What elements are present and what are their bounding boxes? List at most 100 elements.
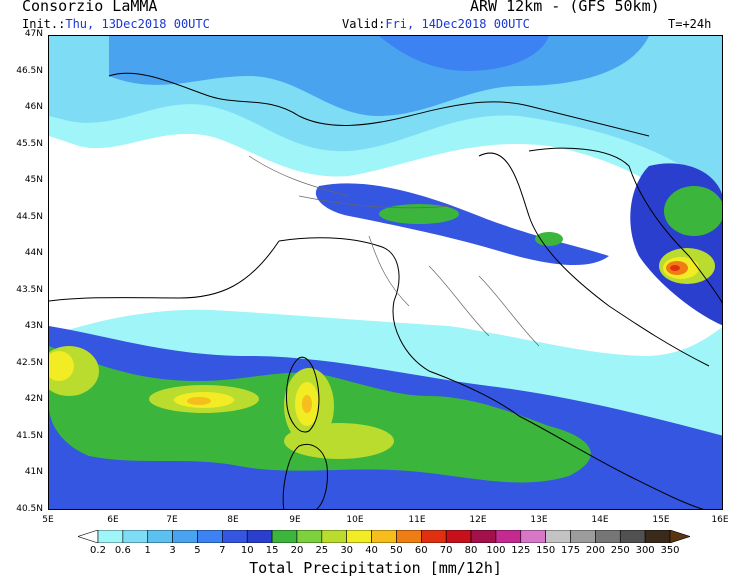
colorbar-level-label: 60	[414, 545, 428, 556]
lon-label: 6E	[107, 515, 119, 525]
colorbar-swatch	[595, 530, 621, 543]
colorbar-level-label: 25	[315, 545, 329, 556]
map-svg	[49, 36, 722, 509]
precipitation-map	[48, 35, 723, 510]
colorbar-level-label: 10	[240, 545, 254, 556]
colorbar-arrow-left	[78, 530, 99, 543]
colorbar-level-label: 250	[610, 545, 630, 556]
colorbar-swatch	[122, 530, 149, 543]
france-coastline	[49, 240, 280, 302]
colorbar-swatch	[545, 530, 571, 543]
colorbar-level-label: 150	[536, 545, 556, 556]
colorbar-level-label: 5	[194, 545, 201, 556]
precip-sardinia-lime	[284, 423, 394, 459]
lat-label: 42.5N	[16, 358, 43, 368]
init-value: Thu, 13Dec2018 00UTC	[65, 17, 210, 31]
colorbar-level-label: 50	[390, 545, 403, 556]
colorbar-swatch	[396, 530, 422, 543]
lat-label: 42N	[24, 394, 43, 404]
init-line: Init.:Thu, 13Dec2018 00UTC	[22, 17, 210, 31]
colorbar-swatch	[97, 530, 124, 543]
lat-label: 44.5N	[16, 212, 43, 222]
colorbar-swatch	[346, 530, 372, 543]
lat-label: 43N	[24, 321, 43, 331]
colorbar-swatch	[296, 530, 323, 543]
croatia-coastline	[528, 147, 722, 304]
colorbar-level-label: 30	[340, 545, 354, 556]
colorbar-level-label: 100	[486, 545, 506, 556]
lon-label: 15E	[652, 515, 670, 525]
colorbar-level-label: 300	[635, 545, 655, 556]
sardinia-outline	[282, 443, 328, 509]
colorbar-level-label: 1	[144, 545, 151, 556]
colorbar	[78, 530, 690, 543]
lon-label: 13E	[530, 515, 548, 525]
precip-green-east	[535, 232, 563, 246]
colorbar-level-label: 0.2	[90, 545, 106, 556]
lat-label: 46.5N	[16, 66, 43, 76]
lat-label: 43.5N	[16, 285, 43, 295]
lat-label: 44N	[24, 248, 43, 258]
lon-label: 16E	[711, 515, 729, 525]
colorbar-swatch	[495, 530, 522, 543]
colorbar-swatch	[445, 530, 472, 543]
lon-label: 9E	[289, 515, 301, 525]
colorbar-swatch	[147, 530, 173, 543]
adriatic-coastline	[478, 152, 710, 367]
precip-deep-blue	[379, 36, 549, 71]
precip-corsica-orange	[302, 395, 312, 413]
colorbar-swatch	[321, 530, 347, 543]
alps-border	[108, 72, 650, 137]
corsica-outline	[286, 356, 320, 433]
precip-band-north	[315, 183, 609, 266]
org-title: Consorzio LaMMA	[22, 0, 158, 15]
lon-label: 14E	[591, 515, 609, 525]
lead-time: T=+24h	[668, 17, 712, 31]
lon-label: 10E	[346, 515, 364, 525]
colorbar-level-label: 40	[365, 545, 378, 556]
colorbar-level-label: 350	[660, 545, 680, 556]
colorbar-level-label: 20	[290, 545, 304, 556]
lat-label: 45N	[24, 175, 43, 185]
colorbar-swatch	[371, 530, 397, 543]
lat-label: 41N	[24, 467, 43, 477]
colorbar-swatch	[246, 530, 273, 543]
model-title: ARW 12km - (GFS 50km)	[470, 0, 660, 15]
lat-label: 46N	[24, 102, 43, 112]
colorbar-level-label: 3	[169, 545, 176, 556]
precip-green-north	[379, 204, 459, 224]
colorbar-swatch	[421, 530, 447, 543]
precip-adriatic-green	[664, 186, 722, 236]
lon-label: 12E	[469, 515, 487, 525]
italy-coastline	[278, 237, 704, 509]
colorbar-level-label: 7	[219, 545, 226, 556]
lon-label: 5E	[42, 515, 54, 525]
colorbar-swatch	[520, 530, 546, 543]
precip-south-orange-mid	[187, 397, 211, 405]
lon-label: 8E	[227, 515, 239, 525]
colorbar-swatch	[172, 530, 198, 543]
region-borders	[248, 155, 540, 347]
colorbar-level-label: 0.6	[114, 545, 131, 556]
colorbar-level-label: 15	[265, 545, 279, 556]
colorbar-swatch	[470, 530, 497, 543]
colorbar-swatch	[644, 530, 671, 543]
colorbar-level-label: 200	[585, 545, 605, 556]
valid-label: Valid:	[342, 17, 386, 31]
lat-label: 41.5N	[16, 431, 43, 441]
colorbar-swatch	[619, 530, 646, 543]
colorbar-level-label: 70	[439, 545, 453, 556]
colorbar-swatch	[197, 530, 223, 543]
colorbar-swatch	[222, 530, 248, 543]
colorbar-level-label: 175	[560, 545, 581, 556]
colorbar-arrow-right	[669, 530, 690, 543]
lon-label: 7E	[166, 515, 178, 525]
valid-value: Fri, 14Dec2018 00UTC	[385, 17, 530, 31]
colorbar-swatch	[271, 530, 298, 543]
valid-line: Valid:Fri, 14Dec2018 00UTC	[342, 17, 530, 31]
colorbar-level-label: 80	[464, 545, 478, 556]
lat-label: 40.5N	[16, 504, 43, 514]
lat-label: 47N	[24, 29, 43, 39]
colorbar-swatch	[570, 530, 596, 543]
precip-adriatic-red	[670, 265, 680, 271]
